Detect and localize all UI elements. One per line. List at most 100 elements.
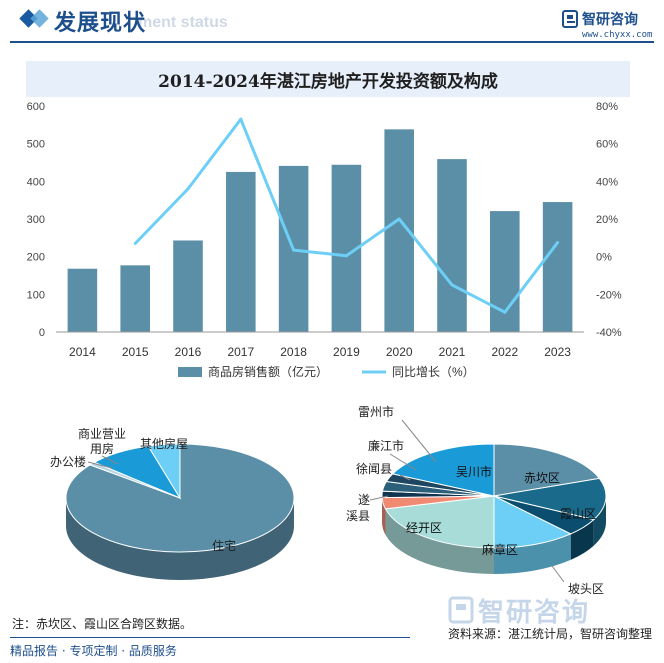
x-tick-label: 2022 <box>491 345 518 359</box>
y-left-tick-label: 400 <box>27 176 45 188</box>
pie-top-group <box>65 443 295 553</box>
pie-slice-side <box>385 508 494 574</box>
chart-bar <box>490 211 520 332</box>
x-tick-label: 2016 <box>175 345 202 359</box>
pie-label-potou: 坡头区 <box>568 582 604 596</box>
y-left-tick-label: 0 <box>39 327 45 339</box>
y-right-tick-label: 60% <box>596 139 618 151</box>
pie-label-wuchuan: 吴川市 <box>456 464 492 479</box>
y-right-tick-label: 20% <box>596 214 618 226</box>
pie-leader-line <box>389 453 417 471</box>
page-header: ment status 发展现状 智研咨询 www.chyxx.com <box>0 0 664 44</box>
chart-bar <box>437 159 467 332</box>
pie-label-suixi-2: 溪县 <box>346 509 370 523</box>
chart-title-bar: 2014-2024年湛江房地产开发投资额及构成 <box>26 61 630 97</box>
y-right-tick-label: -40% <box>596 327 622 339</box>
header-subtitle: ment status <box>138 14 228 31</box>
pie-slice <box>493 443 601 497</box>
x-tick-label: 2020 <box>386 345 413 359</box>
chart-bar <box>120 265 150 332</box>
legend-bar-label: 商品房销售额（亿元） <box>208 364 328 379</box>
chart-bar <box>542 202 573 332</box>
growth-line-point <box>292 248 296 252</box>
pie-label-lianjiang: 廉江市 <box>368 438 404 453</box>
pie-label-xuwen: 徐闻县 <box>356 461 392 476</box>
pie-label-mazhang: 麻章区 <box>482 542 518 557</box>
pie-slice <box>391 443 495 497</box>
pie-label-commercial-2: 用房 <box>90 441 114 456</box>
data-source: 资料来源：湛江统计局，智研咨询整理 <box>447 627 652 641</box>
pie-side-group <box>66 498 294 580</box>
pie-label-chikan: 赤坎区 <box>524 471 560 485</box>
legend-line-label: 同比增长（%） <box>392 365 475 379</box>
logo-name: 智研咨询 <box>582 12 638 28</box>
x-tick-label: 2019 <box>333 345 360 359</box>
legend-bar-swatch <box>178 367 202 377</box>
pie-label-residential: 住宅 <box>212 538 236 553</box>
x-tick-label: 2014 <box>69 345 96 359</box>
watermark-logo-icon <box>448 596 474 624</box>
y-left-tick-label: 300 <box>27 214 45 226</box>
pie-label-other: 其他房屋 <box>140 436 188 451</box>
logo-icon <box>562 10 578 28</box>
page-footer: 精品报告 · 专项定制 · 品质服务 <box>0 637 664 663</box>
growth-line-point <box>239 117 243 121</box>
y-left-tick-label: 500 <box>27 139 45 151</box>
y-right-tick-label: 80% <box>596 101 618 113</box>
pie-leader-line <box>101 455 119 465</box>
growth-line-point <box>397 217 401 221</box>
chart-note: 注：赤坎区、霞山区合跨区数据。 <box>12 617 193 631</box>
pie-slice-side <box>494 533 571 574</box>
growth-line-point <box>186 187 190 191</box>
pie-leader-line <box>551 565 565 583</box>
pie-slice-side <box>382 497 386 535</box>
footer-tagline: 精品报告 · 专项定制 · 品质服务 <box>10 644 177 658</box>
pie-label-office: 办公楼 <box>50 454 86 469</box>
pie-slice <box>493 495 572 549</box>
pie-slice-side <box>66 498 294 580</box>
chart-bar <box>173 240 203 332</box>
combo-chart: 0 100 200 300 400 500 600 -40% -20% 0% 20% 40% 60% 80… <box>27 101 622 379</box>
pie-top-group <box>381 443 607 549</box>
pie-leader-line <box>369 495 389 501</box>
pie-leader-line <box>87 461 113 469</box>
pie-label-xiashan: 霞山区 <box>560 507 596 521</box>
growth-line-point <box>450 283 454 287</box>
x-tick-label: 2017 <box>227 345 254 359</box>
x-tick-label: 2015 <box>122 345 149 359</box>
growth-line-point <box>344 254 348 258</box>
logo-url: www.chyxx.com <box>582 30 653 40</box>
x-tick-label: 2018 <box>280 345 307 359</box>
y-left-tick-label: 600 <box>27 101 45 113</box>
x-tick-label: 2023 <box>544 345 571 359</box>
growth-line-point <box>133 241 137 245</box>
x-tick-label: 2021 <box>439 345 466 359</box>
chart-bar <box>226 171 256 332</box>
growth-line-point <box>503 310 507 314</box>
pie-slice <box>147 443 181 500</box>
header-title: 发展现状 <box>54 10 147 36</box>
pie-label-suixi-1: 遂 <box>358 493 370 507</box>
pie-slice <box>493 477 607 521</box>
watermark-brand: 智研咨询 <box>478 598 591 628</box>
y-right-tick-label: 0% <box>596 252 612 264</box>
y-left-tick-label: 200 <box>27 252 45 264</box>
pie-side-group <box>382 496 606 574</box>
pie-slice-side <box>570 519 594 560</box>
growth-line-point <box>556 241 560 245</box>
pie-label-leizhou: 雷州市 <box>358 404 394 419</box>
pie-leader-line <box>401 419 437 463</box>
pie-slice <box>384 495 495 549</box>
y-right-tick-label: -20% <box>596 289 622 301</box>
y-left-tick-label: 100 <box>27 289 45 301</box>
y-right-tick-label: 40% <box>596 176 618 188</box>
pie-label-jingkai: 经开区 <box>406 521 442 535</box>
header-divider <box>10 41 654 43</box>
pie-leader-line <box>399 474 411 481</box>
pie-label-commercial-1: 商业营业 <box>78 426 126 441</box>
chart-bar <box>67 268 98 332</box>
footer-divider <box>10 637 410 638</box>
chart-title: 2014-2024年湛江房地产开发投资额及构成 <box>158 72 498 92</box>
